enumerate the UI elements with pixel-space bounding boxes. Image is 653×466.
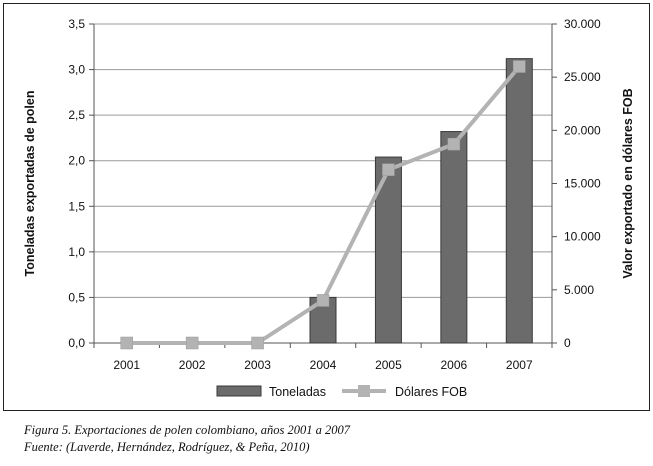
point-dolares-fob (513, 60, 526, 73)
y2-axis-title: Valor exportado en dólares FOB (621, 88, 635, 278)
y2-tick-label: 0 (564, 336, 571, 350)
x-tick-label: 2007 (506, 358, 533, 372)
bar-toneladas (440, 131, 468, 344)
point-dolares-fob (382, 163, 395, 176)
bar-toneladas (505, 58, 533, 344)
x-tick-label: 2006 (441, 358, 468, 372)
x-tick-label: 2001 (113, 358, 140, 372)
figure-source: Fuente: (Laverde, Hernández, Rodríguez, … (24, 440, 310, 454)
legend-label-dolares: Dólares FOB (395, 385, 467, 399)
y2-tick-label: 20.000 (564, 123, 601, 137)
chart-svg: 0,0 0,5 1,0 1,5 2,0 2,5 3,0 3,5 0 5.000 10.000 15.0… (23, 17, 635, 399)
legend-label-toneladas: Toneladas (269, 385, 326, 399)
y-tick-label: 0,5 (68, 290, 85, 304)
y2-tick-label: 25.000 (564, 70, 601, 84)
point-dolares-fob (316, 294, 330, 307)
y2-tick-label: 15.000 (564, 177, 601, 191)
legend-marker-dolares (358, 385, 370, 397)
x-tick-label: 2004 (310, 358, 337, 372)
y-tick-label: 3,0 (68, 63, 85, 77)
figure-caption: Figura 5. Exportaciones de polen colombi… (24, 423, 351, 437)
x-tick-label: 2005 (375, 358, 402, 372)
y2-tick-label: 30.000 (564, 17, 601, 31)
point-dolares-fob (185, 336, 199, 350)
y2-tick-label: 10.000 (564, 230, 601, 244)
y-tick-label: 1,0 (68, 245, 85, 259)
y2-tick-label: 5.000 (564, 283, 594, 297)
point-dolares-fob (251, 336, 264, 350)
y-tick-label: 3,5 (68, 17, 85, 31)
legend-swatch-toneladas (216, 385, 262, 397)
x-tick-label: 2002 (179, 358, 206, 372)
point-dolares-fob (447, 137, 461, 151)
y-axis-title: Toneladas exportadas de polen (23, 91, 37, 277)
y-tick-label: 2,5 (68, 108, 85, 122)
y-tick-label: 2,0 (68, 154, 85, 168)
y-tick-label: 1,5 (68, 199, 85, 213)
chart-frame: 0,0 0,5 1,0 1,5 2,0 2,5 3,0 3,5 0 5.000 10.000 15.0… (3, 3, 650, 411)
x-tick-label: 2003 (244, 358, 271, 372)
y-tick-label: 0,0 (68, 336, 85, 350)
point-dolares-fob (120, 336, 133, 350)
